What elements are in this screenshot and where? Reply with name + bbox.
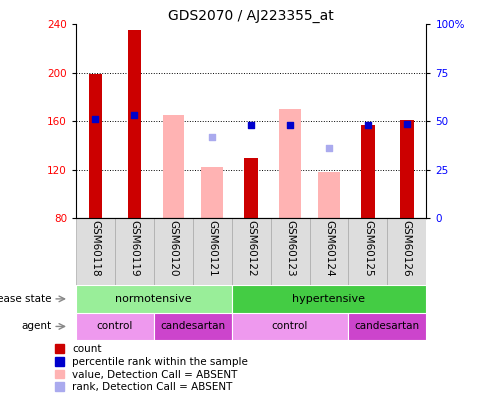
Bar bbox=[400, 120, 414, 218]
Text: hypertensive: hypertensive bbox=[293, 294, 366, 304]
Text: GSM60120: GSM60120 bbox=[168, 220, 178, 277]
Bar bbox=[193, 218, 232, 285]
Bar bbox=[76, 285, 232, 313]
Text: agent: agent bbox=[21, 322, 51, 331]
Text: candesartan: candesartan bbox=[355, 322, 420, 331]
Bar bbox=[361, 125, 375, 218]
Text: disease state: disease state bbox=[0, 294, 51, 304]
Bar bbox=[163, 115, 184, 218]
Text: GSM60124: GSM60124 bbox=[324, 220, 334, 277]
Bar bbox=[270, 218, 310, 285]
Bar bbox=[232, 285, 426, 313]
Point bbox=[208, 134, 216, 140]
Point bbox=[130, 112, 138, 119]
Text: control: control bbox=[97, 322, 133, 331]
Bar bbox=[310, 218, 348, 285]
Point bbox=[286, 122, 294, 128]
Bar bbox=[232, 313, 348, 340]
Text: GSM60118: GSM60118 bbox=[91, 220, 100, 277]
Text: GSM60122: GSM60122 bbox=[246, 220, 256, 277]
Point bbox=[92, 116, 99, 122]
Bar bbox=[388, 218, 426, 285]
Point bbox=[403, 120, 411, 127]
Text: GSM60119: GSM60119 bbox=[129, 220, 139, 277]
Text: GSM60125: GSM60125 bbox=[363, 220, 373, 277]
Bar bbox=[89, 74, 102, 218]
Bar bbox=[115, 218, 154, 285]
Text: control: control bbox=[272, 322, 308, 331]
Legend: count, percentile rank within the sample, value, Detection Call = ABSENT, rank, : count, percentile rank within the sample… bbox=[52, 342, 250, 394]
Bar bbox=[76, 218, 115, 285]
Point bbox=[364, 122, 372, 128]
Bar bbox=[348, 218, 388, 285]
Bar bbox=[154, 218, 193, 285]
Bar bbox=[318, 172, 340, 218]
Bar bbox=[245, 158, 258, 218]
Point bbox=[247, 122, 255, 128]
Bar bbox=[232, 218, 270, 285]
Bar bbox=[279, 109, 301, 218]
Text: GSM60121: GSM60121 bbox=[207, 220, 217, 277]
Text: candesartan: candesartan bbox=[160, 322, 225, 331]
Bar bbox=[201, 167, 223, 218]
Bar bbox=[127, 30, 141, 218]
Bar bbox=[154, 313, 232, 340]
Text: GSM60123: GSM60123 bbox=[285, 220, 295, 277]
Text: GSM60126: GSM60126 bbox=[402, 220, 412, 277]
Text: normotensive: normotensive bbox=[116, 294, 192, 304]
Bar bbox=[76, 313, 154, 340]
Title: GDS2070 / AJ223355_at: GDS2070 / AJ223355_at bbox=[168, 9, 334, 23]
Bar bbox=[348, 313, 426, 340]
Point bbox=[325, 145, 333, 151]
